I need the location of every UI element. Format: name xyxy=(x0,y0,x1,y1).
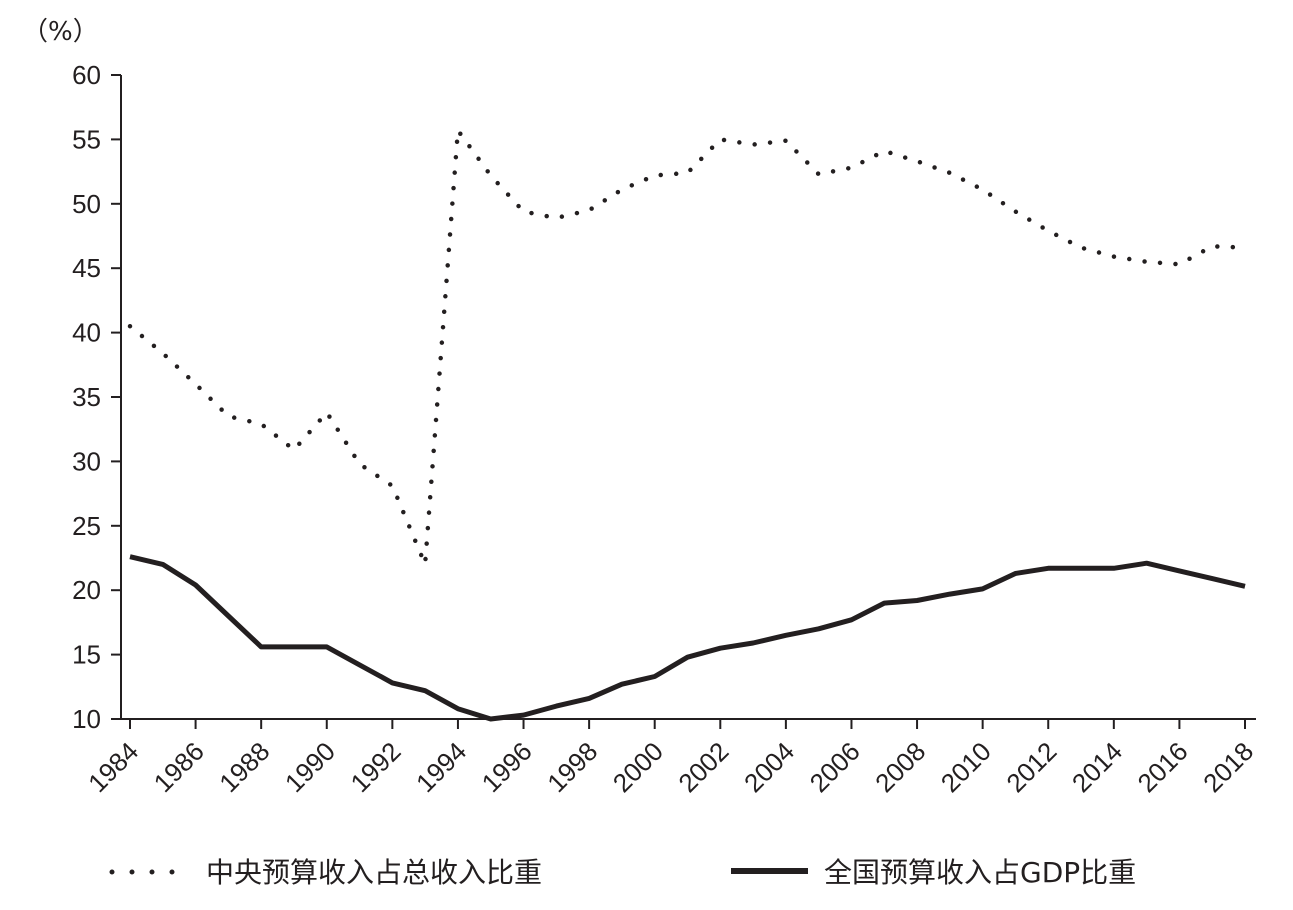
x-tick-label: 2014 xyxy=(1066,736,1128,798)
x-tick-label: 2002 xyxy=(672,736,734,798)
y-tick-label: 15 xyxy=(72,640,101,670)
y-tick-label: 10 xyxy=(72,704,101,734)
x-tick-label: 1984 xyxy=(82,736,144,798)
series-line-central-share xyxy=(127,128,1248,567)
series-line-revenue-gdp xyxy=(129,554,1246,722)
x-tick-label: 1992 xyxy=(344,736,406,798)
legend-item-share: 中央预算收入占总收入比重 xyxy=(109,856,542,889)
x-axis: 1984 1986 1988 1990 1992 1994 1996 1998 2000 2002… xyxy=(82,718,1259,798)
x-tick-label: 1988 xyxy=(213,736,275,798)
legend-item-gdp: 全国预算收入占GDP比重 xyxy=(731,856,1136,889)
y-tick-label: 30 xyxy=(72,446,101,476)
legend-label-gdp: 全国预算收入占GDP比重 xyxy=(824,856,1136,889)
y-tick-label: 25 xyxy=(72,511,101,541)
x-tick-label: 1996 xyxy=(476,736,538,798)
y-axis: 10 15 20 25 30 35 40 45 50 55 60 xyxy=(72,60,122,734)
y-tick-label: 55 xyxy=(72,124,101,154)
x-tick-label: 2018 xyxy=(1197,736,1259,798)
y-tick-label: 50 xyxy=(72,189,101,219)
x-tick-label: 2008 xyxy=(869,736,931,798)
legend-label-share: 中央预算收入占总收入比重 xyxy=(206,856,542,889)
series-layer xyxy=(127,128,1248,722)
x-tick-label: 2010 xyxy=(935,736,997,798)
x-tick-label: 2000 xyxy=(607,736,669,798)
x-tick-label: 1994 xyxy=(410,736,472,798)
y-tick-label: 45 xyxy=(72,253,101,283)
x-tick-label: 2012 xyxy=(1000,736,1062,798)
y-tick-label: 20 xyxy=(72,575,101,605)
x-tick-label: 1998 xyxy=(541,736,603,798)
x-tick-label: 1990 xyxy=(279,736,341,798)
legend: 中央预算收入占总收入比重 全国预算收入占GDP比重 xyxy=(109,856,1136,889)
x-tick-label: 1986 xyxy=(148,736,210,798)
y-tick-label: 60 xyxy=(72,60,101,90)
x-tick-label: 2006 xyxy=(804,736,866,798)
y-tick-label: 35 xyxy=(72,382,101,412)
x-tick-label: 2004 xyxy=(738,736,800,798)
y-tick-label: 40 xyxy=(72,318,101,348)
x-tick-label: 2016 xyxy=(1132,736,1194,798)
y-unit-label: （%） xyxy=(22,17,99,47)
